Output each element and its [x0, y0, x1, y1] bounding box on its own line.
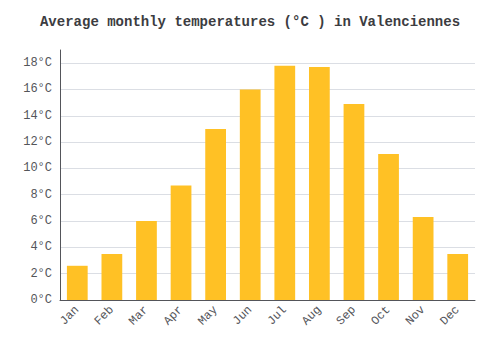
svg-text:8°C: 8°C [30, 188, 52, 202]
svg-text:Sep: Sep [334, 303, 359, 328]
svg-text:Jan: Jan [57, 303, 82, 328]
svg-text:Nov: Nov [403, 303, 428, 328]
svg-text:10°C: 10°C [23, 161, 52, 175]
svg-text:6°C: 6°C [30, 214, 52, 228]
svg-text:2°C: 2°C [30, 267, 52, 281]
svg-text:Average monthly temperatures (: Average monthly temperatures (°C ) in Va… [40, 14, 460, 30]
svg-text:12°C: 12°C [23, 135, 52, 149]
svg-text:Mar: Mar [126, 303, 151, 328]
svg-text:16°C: 16°C [23, 82, 52, 96]
svg-text:Apr: Apr [161, 303, 186, 328]
svg-text:Jul: Jul [265, 303, 290, 328]
svg-text:Oct: Oct [368, 303, 393, 328]
svg-text:Dec: Dec [438, 303, 463, 328]
svg-text:Jun: Jun [230, 303, 255, 328]
svg-text:Feb: Feb [92, 303, 117, 328]
svg-text:Aug: Aug [299, 303, 324, 328]
svg-text:May: May [195, 303, 220, 328]
svg-text:4°C: 4°C [30, 240, 52, 254]
svg-text:14°C: 14°C [23, 109, 52, 123]
svg-text:0°C: 0°C [30, 293, 52, 307]
svg-text:18°C: 18°C [23, 56, 52, 70]
